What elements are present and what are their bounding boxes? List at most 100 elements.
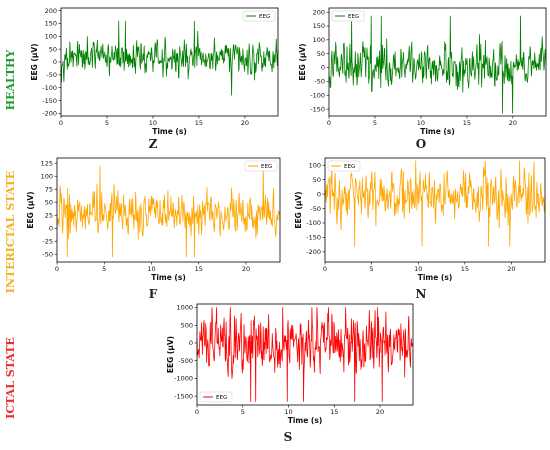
x-axis-title: Time (s) — [420, 127, 455, 136]
y-tick-label: 50 — [313, 176, 321, 184]
y-tick-label: 150 — [45, 20, 57, 28]
y-tick-label: -100 — [306, 219, 321, 227]
x-tick-label: 15 — [195, 119, 203, 127]
x-tick-label: 0 — [327, 119, 331, 127]
legend-label: EEG — [344, 164, 355, 170]
y-axis-title: EEG (μV) — [298, 43, 307, 80]
y-tick-label: -50 — [310, 205, 321, 213]
panel-letter: Z — [149, 137, 158, 151]
chart-n: 0 5 10 15 20 -200 -150 -100 -50 0 50 100 Time (s) EEG… — [294, 157, 546, 301]
charts-layer: 0 5 10 15 20-200-150-100-50050100150200Time … — [26, 7, 547, 444]
x-tick-label: 5 — [102, 265, 106, 273]
y-tick-label: 0 — [189, 339, 193, 347]
y-tick-label: -50 — [314, 78, 325, 86]
y-tick-label: 50 — [317, 50, 325, 58]
state-label-healthy: HEALTHY — [4, 50, 17, 111]
legend-label: EEG — [261, 164, 272, 170]
x-axis-title: Time (s) — [152, 127, 187, 136]
y-tick-label: 75 — [45, 185, 53, 193]
chart-s: 0 5 10 15 20 -1500 -1000 -500 0 500 1000 Time (s) EE… — [166, 303, 414, 444]
x-tick-label: 5 — [105, 119, 109, 127]
y-tick-label: 0 — [321, 64, 325, 72]
x-tick-label: 15 — [463, 119, 471, 127]
x-tick-label: 0 — [195, 408, 199, 416]
y-tick-label: 200 — [45, 7, 57, 15]
legend-label: EEG — [259, 14, 270, 20]
x-axis-title: Time (s) — [288, 416, 323, 425]
y-tick-label: 1000 — [176, 304, 193, 312]
x-tick-label: 20 — [509, 119, 517, 127]
legend-box — [242, 10, 276, 22]
x-tick-label: 5 — [373, 119, 377, 127]
x-tick-label: 5 — [241, 408, 245, 416]
y-tick-label: 0 — [317, 190, 321, 198]
legend: EEG — [327, 160, 361, 172]
chart-z: 0 5 10 15 20 -200 -150 -100 -50 0 50 100 150 200 Time … — [30, 7, 279, 151]
legend-box — [327, 160, 361, 172]
panel-letter: S — [284, 430, 293, 444]
y-tick-label: 100 — [45, 32, 57, 40]
y-tick-label: -150 — [310, 105, 325, 113]
x-axis-title: Time (s) — [418, 273, 453, 282]
eeg-series-line — [324, 160, 546, 247]
state-label-interictal: INTERICTAL STATE — [4, 171, 17, 294]
y-tick-label: -50 — [42, 250, 53, 258]
y-tick-label: 25 — [45, 211, 53, 219]
x-tick-label: 10 — [147, 265, 155, 273]
y-tick-label: 100 — [313, 36, 325, 44]
panel-letter: F — [149, 287, 158, 301]
legend: EEG — [244, 160, 278, 172]
x-tick-label: 20 — [242, 265, 250, 273]
x-tick-label: 10 — [149, 119, 157, 127]
x-tick-label: 0 — [323, 265, 327, 273]
y-axis-title: EEG (μV) — [166, 336, 175, 373]
x-tick-label: 0 — [59, 119, 63, 127]
x-tick-label: 10 — [414, 265, 422, 273]
y-tick-label: -150 — [306, 234, 321, 242]
legend-box — [331, 10, 365, 22]
y-tick-label: 150 — [313, 22, 325, 30]
y-tick-label: 200 — [313, 8, 325, 16]
plot-frame — [324, 157, 546, 263]
x-tick-label: 15 — [330, 408, 338, 416]
y-tick-label: -1000 — [174, 375, 193, 383]
state-label-ictal: ICTAL STATE — [4, 337, 17, 419]
y-axis-title: EEG (μV) — [294, 191, 303, 228]
state-labels: HEALTHY INTERICTAL STATE ICTAL STATE — [4, 50, 17, 419]
legend: EEG — [199, 391, 233, 403]
eeg-series-line — [56, 165, 281, 258]
chart-f: 0 5 10 15 20 -50 -25 0 25 50 75 100 125 Time (s) EEG (… — [26, 157, 281, 301]
y-tick-label: -150 — [42, 97, 57, 105]
y-tick-label: -100 — [42, 84, 57, 92]
plot-frame — [196, 303, 414, 406]
y-tick-label: 0 — [49, 224, 53, 232]
y-tick-label: -200 — [306, 248, 321, 256]
x-tick-label: 10 — [417, 119, 425, 127]
y-tick-label: 500 — [181, 321, 193, 329]
y-tick-label: -25 — [42, 237, 53, 245]
legend: EEG — [331, 10, 365, 22]
eeg-series-line — [60, 20, 279, 96]
x-tick-label: 15 — [195, 265, 203, 273]
y-tick-label: 50 — [45, 198, 53, 206]
legend: EEG — [242, 10, 276, 22]
y-tick-label: 100 — [309, 161, 321, 169]
y-tick-label: -500 — [178, 357, 193, 365]
y-tick-label: -50 — [46, 71, 57, 79]
y-axis-title: EEG (μV) — [30, 43, 39, 80]
x-tick-label: 20 — [241, 119, 249, 127]
panel-letter: O — [416, 137, 426, 151]
x-axis-title: Time (s) — [151, 273, 186, 282]
legend-box — [244, 160, 278, 172]
plot-frame — [56, 157, 281, 263]
y-tick-label: -200 — [42, 110, 57, 118]
x-tick-label: 0 — [55, 265, 59, 273]
legend-label: EEG — [348, 14, 359, 20]
legend-box — [199, 391, 233, 403]
x-tick-label: 10 — [284, 408, 292, 416]
chart-o: 0 5 10 15 20 -150 -100 -50 0 50 100 150 200 Time (s) E… — [298, 7, 547, 151]
y-tick-label: 100 — [41, 172, 53, 180]
x-tick-label: 15 — [461, 265, 469, 273]
y-tick-label: -1500 — [174, 392, 193, 400]
